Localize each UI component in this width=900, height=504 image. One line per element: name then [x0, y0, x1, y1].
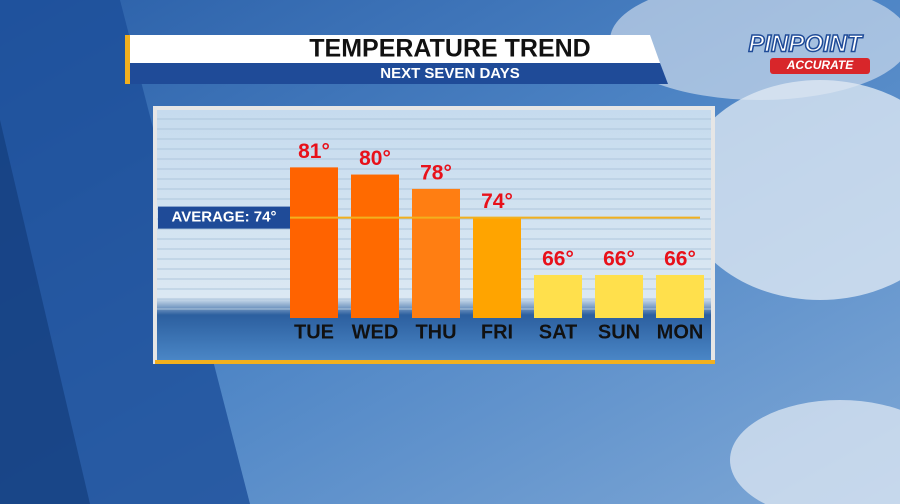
- bar: [412, 188, 460, 318]
- bar: [473, 217, 521, 318]
- x-tick-label: FRI: [481, 321, 513, 343]
- cloud: [730, 400, 900, 504]
- cloud: [610, 0, 900, 100]
- average-label: AVERAGE: 74°: [172, 209, 277, 226]
- bar: [351, 174, 399, 318]
- logo-text: PINPOINT: [748, 30, 864, 57]
- value-label: 80°: [359, 147, 391, 170]
- title-bar: [125, 35, 660, 63]
- x-tick-label: TUE: [294, 321, 334, 343]
- bar: [595, 274, 643, 318]
- logo-band: [770, 58, 870, 74]
- chart-subtitle: NEXT SEVEN DAYS: [380, 65, 520, 82]
- logo-text: ACCURATE: [786, 58, 854, 72]
- x-tick-label: MON: [657, 321, 704, 343]
- bar: [290, 167, 338, 318]
- average-box: [158, 206, 290, 229]
- stripe: [0, 120, 90, 504]
- value-label: 78°: [420, 161, 452, 184]
- title-accent: [125, 35, 130, 84]
- x-tick-label: THU: [415, 321, 456, 343]
- cloud: [680, 80, 900, 300]
- panel-accent: [155, 360, 715, 364]
- value-label: 74°: [481, 190, 513, 213]
- subtitle-bar: [125, 63, 668, 84]
- value-label: 66°: [664, 248, 696, 271]
- value-label: 66°: [603, 248, 635, 271]
- plot: 81° TUE 80° WED 78° THU 74° FRI 66° SAT 66° SUN 66° M…: [158, 140, 704, 343]
- x-tick-label: WED: [352, 321, 399, 343]
- stripe: [0, 0, 250, 504]
- chart-title: TEMPERATURE TREND: [309, 35, 590, 63]
- x-tick-label: SAT: [539, 321, 578, 343]
- bar: [656, 274, 704, 318]
- value-label: 81°: [298, 140, 330, 163]
- x-tick-label: SUN: [598, 321, 640, 343]
- value-label: 66°: [542, 248, 574, 271]
- bar: [534, 274, 582, 318]
